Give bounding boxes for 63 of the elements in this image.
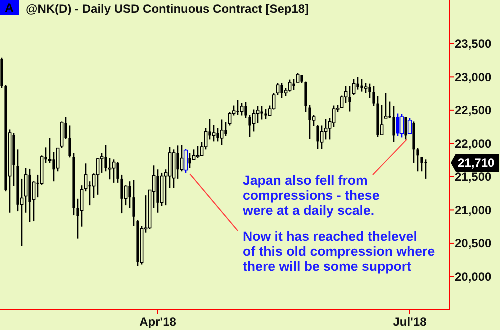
candlestick xyxy=(220,119,224,146)
candlestick xyxy=(304,81,308,114)
candlestick xyxy=(356,76,360,90)
y-tick-label: 22,500 xyxy=(455,104,492,118)
candlestick xyxy=(360,78,364,92)
candlestick xyxy=(104,144,108,172)
candlestick xyxy=(424,159,428,180)
y-tick-label: 21,000 xyxy=(455,203,492,218)
candlestick xyxy=(224,122,228,138)
candlestick xyxy=(408,118,412,136)
candlestick xyxy=(264,108,268,120)
candlestick xyxy=(52,152,56,182)
candlestick xyxy=(372,86,376,108)
candlestick xyxy=(280,82,284,100)
candlestick xyxy=(60,121,64,149)
annotation: Japan also fell from compressions - these were at a daily scale. xyxy=(242,173,380,218)
annotation: Now it has reached thelevel of this old compression where there will be some support xyxy=(243,229,436,274)
y-tick-label: 23,500 xyxy=(455,37,492,52)
y-tick-label: 23,000 xyxy=(455,70,492,84)
annotation: A xyxy=(5,1,14,15)
candlestick xyxy=(212,124,216,142)
candlestick xyxy=(260,106,264,120)
chart-title: @NK(D) - Daily USD Continuous Contract [Sep18] xyxy=(26,2,310,16)
candlestick xyxy=(96,158,100,196)
candlestick xyxy=(400,114,404,138)
candlestick xyxy=(68,125,72,158)
candlestick xyxy=(120,174,124,214)
y-tick-label: 20,500 xyxy=(455,236,492,251)
candlestick xyxy=(292,78,296,92)
candlestick xyxy=(196,146,200,159)
candlestick xyxy=(188,152,192,169)
candlestick xyxy=(288,79,292,92)
candlestick xyxy=(176,145,180,180)
candlestick xyxy=(116,162,120,184)
candlestick xyxy=(364,82,368,94)
candlestick xyxy=(100,152,104,174)
candlestick xyxy=(416,148,420,172)
candlestick xyxy=(296,72,300,84)
candlestick xyxy=(340,95,344,110)
y-tick-label: 21,500 xyxy=(455,170,492,184)
candlestick xyxy=(248,114,252,138)
candlestick xyxy=(368,83,372,100)
candlestick xyxy=(320,125,324,150)
candlestick xyxy=(236,100,240,116)
candlestick xyxy=(392,106,396,144)
candlestick xyxy=(184,148,188,174)
candlestick xyxy=(332,105,336,128)
candlestick xyxy=(216,128,220,142)
candlestick xyxy=(316,124,320,150)
y-tick-label: 20,000 xyxy=(455,270,492,284)
candlestick xyxy=(420,156,424,172)
candlestick xyxy=(348,86,352,112)
x-tick-label: Jul'18 xyxy=(393,315,428,329)
text: 21,710 xyxy=(458,156,496,170)
y-tick-label: 22,000 xyxy=(455,136,492,151)
x-tick-label: Apr'18 xyxy=(140,315,177,329)
candlestick xyxy=(244,102,248,120)
candlestick xyxy=(128,180,132,209)
candlestick xyxy=(380,104,384,136)
candlestick xyxy=(308,104,312,140)
candlestick xyxy=(132,180,136,227)
candlestick xyxy=(404,116,408,140)
candlestick xyxy=(384,92,388,120)
